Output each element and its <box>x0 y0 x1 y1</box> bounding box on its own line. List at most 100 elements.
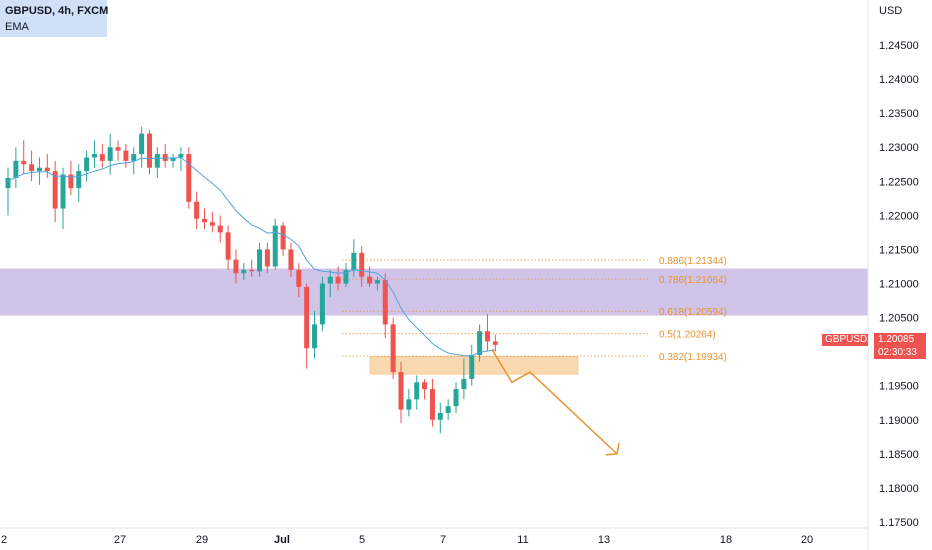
price-tick-label: 1.18500 <box>879 449 919 461</box>
projection-arrow <box>491 349 618 455</box>
symbol-badge[interactable] <box>0 0 107 37</box>
time-tick-label: 29 <box>196 534 208 546</box>
candle-body <box>312 324 318 349</box>
price-tick-label: 1.21500 <box>879 244 919 256</box>
price-tick-label: 1.18000 <box>879 483 919 495</box>
candle-body <box>453 389 459 407</box>
candle-body <box>422 382 428 390</box>
candle-body <box>217 225 223 233</box>
candle-body <box>5 177 11 189</box>
candle-body <box>29 164 35 172</box>
candle-body <box>492 341 498 345</box>
candle-body <box>21 160 27 165</box>
price-tick-label: 1.22000 <box>879 210 919 222</box>
price-tick-label: 1.21000 <box>879 279 919 291</box>
candle-body <box>437 412 443 420</box>
candle-body <box>484 331 490 342</box>
candle-body <box>406 399 412 410</box>
price-axis[interactable]: 1.24500 1.24000 1.23500 1.23000 1.22500 1.220… <box>879 40 919 529</box>
time-axis[interactable]: 2 27 29 Jul 5 7 11 13 18 20 <box>1 534 813 546</box>
candle-body <box>52 171 58 209</box>
time-tick-label: 5 <box>359 534 365 546</box>
candle-body <box>327 276 333 284</box>
candle-body <box>461 378 467 390</box>
candle-body <box>469 355 475 379</box>
fib-label: 0.382(1.19934) <box>659 352 727 363</box>
candle-body <box>209 222 215 226</box>
candle-body <box>115 147 121 151</box>
candle-body <box>139 133 145 155</box>
candle-body <box>162 154 168 161</box>
price-tick-label: 1.24500 <box>879 40 919 52</box>
candle-body <box>296 269 302 287</box>
candle-body <box>280 225 286 250</box>
candle-body <box>249 269 255 272</box>
candle-body <box>272 225 278 267</box>
time-tick-label: 27 <box>114 534 126 546</box>
candle-body <box>288 249 294 270</box>
candle-body <box>44 167 50 172</box>
candle-body <box>429 389 435 420</box>
price-tick-label: 1.23500 <box>879 108 919 120</box>
candle-body <box>170 157 176 161</box>
time-tick-label: 13 <box>598 534 610 546</box>
fib-label: 0.5(1.20264) <box>659 330 716 341</box>
price-tick-label: 1.19000 <box>879 415 919 427</box>
fib-label: 0.786(1.21064) <box>659 275 727 286</box>
candle-body <box>178 154 184 158</box>
candle-body <box>304 286 310 349</box>
candle-body <box>367 276 373 284</box>
time-tick-label: Jul <box>274 534 290 546</box>
projection-arrowhead <box>605 442 620 456</box>
fib-label: 0.886(1.21344) <box>659 256 727 267</box>
price-tick-label: 1.17500 <box>879 517 919 529</box>
candle-body <box>76 171 82 189</box>
candles-layer <box>5 126 498 434</box>
price-tick-label: 1.23000 <box>879 142 919 154</box>
price-tick-label: 1.24000 <box>879 74 919 86</box>
candle-body <box>233 259 239 274</box>
candle-body <box>36 167 42 172</box>
candle-body <box>343 269 349 284</box>
fib-levels-layer: 0.886(1.21344) 0.786(1.21064) 0.618(1.2059… <box>342 256 727 363</box>
candle-body <box>91 154 97 158</box>
candle-body <box>131 154 137 161</box>
candle-body <box>202 218 207 223</box>
candle-body <box>123 150 129 161</box>
candle-body <box>374 280 380 284</box>
candle-body <box>477 331 483 356</box>
time-tick-label: 11 <box>517 534 528 546</box>
candle-body <box>99 154 105 161</box>
candle-body <box>68 174 74 189</box>
candle-body <box>351 252 357 270</box>
symbol-title[interactable]: GBPUSD, 4h, FXCM <box>5 5 109 17</box>
candle-body <box>335 276 341 284</box>
candle-body <box>194 201 200 219</box>
price-tick-label: 1.19500 <box>879 381 919 393</box>
ema-line <box>7 156 496 357</box>
indicator-label[interactable]: EMA <box>5 21 29 33</box>
price-tag-symbol: GBPUSD <box>822 334 868 346</box>
candle-body <box>241 269 247 274</box>
candle-body <box>257 249 263 272</box>
candle-body <box>186 154 192 202</box>
candle-body <box>359 252 365 277</box>
price-tag-countdown: 02:30:33 <box>874 346 926 359</box>
candle-body <box>154 154 160 168</box>
resistance-zone[interactable] <box>0 268 868 316</box>
candle-body <box>60 174 66 209</box>
zones-layer <box>0 268 868 375</box>
fib-label: 0.618(1.20594) <box>659 307 727 318</box>
price-tag-value: 1.20085 <box>874 333 926 346</box>
time-tick-label: 20 <box>801 534 813 546</box>
candle-body <box>146 133 152 168</box>
price-tick-label: 1.20500 <box>879 313 919 325</box>
candle-body <box>225 232 231 260</box>
candle-body <box>13 160 19 178</box>
price-tick-label: 1.22500 <box>879 176 919 188</box>
candle-body <box>382 280 388 325</box>
time-tick-label: 7 <box>440 534 446 546</box>
candle-body <box>84 157 90 172</box>
candle-body <box>445 406 451 413</box>
